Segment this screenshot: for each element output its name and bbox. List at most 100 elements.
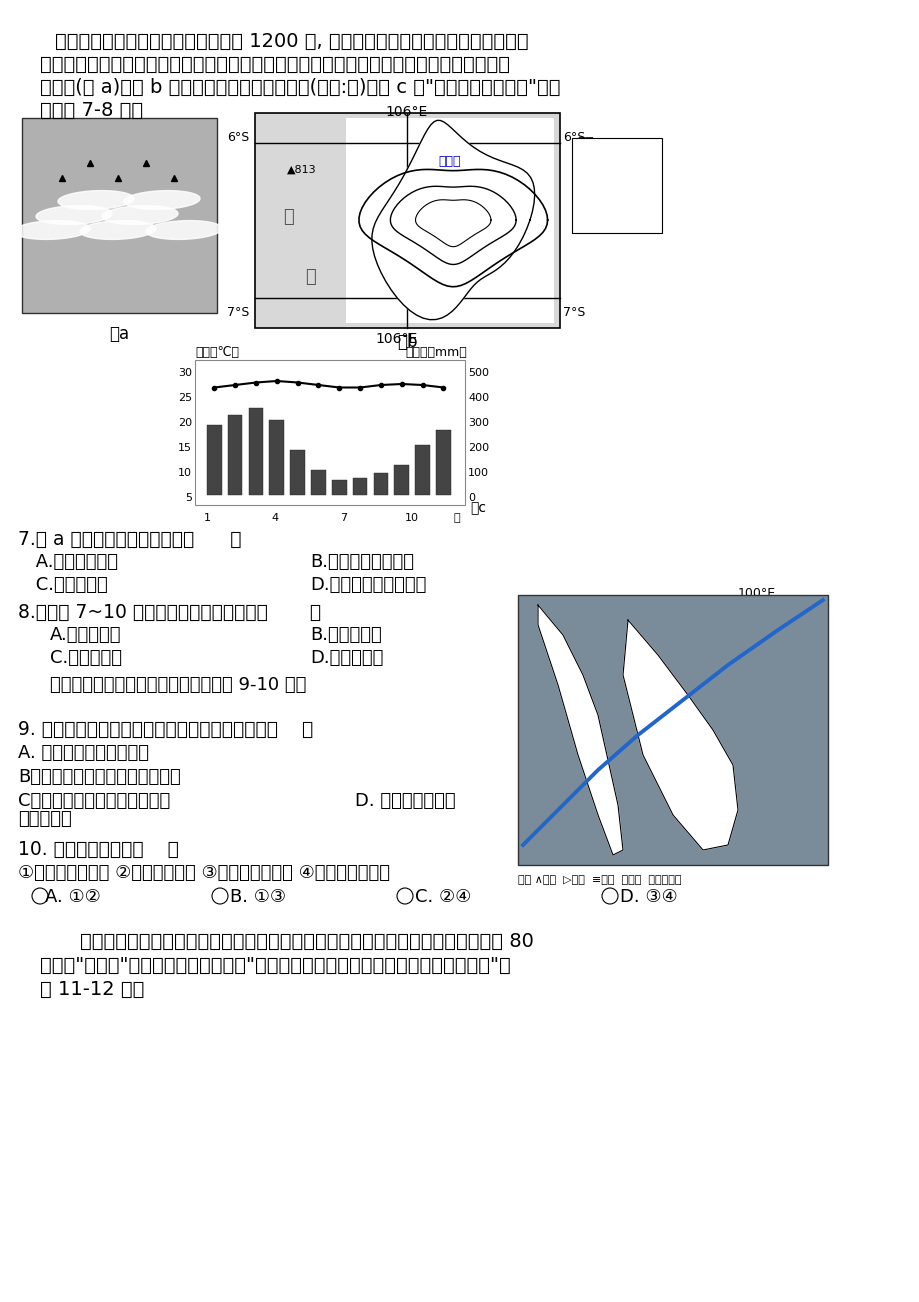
Bar [353, 478, 367, 495]
Text: 15: 15 [177, 443, 192, 453]
Text: B．岛屿东侧受海浪影响多于西侧: B．岛屿东侧受海浪影响多于西侧 [18, 768, 180, 786]
Text: 马六甲海峡: 马六甲海峡 [632, 743, 665, 753]
Text: 7: 7 [339, 513, 346, 523]
Text: 200: 200 [468, 443, 489, 453]
Text: 度: 度 [526, 753, 538, 772]
Text: 雅加达: 雅加达 [437, 155, 460, 168]
Text: 成 11-12 题。: 成 11-12 题。 [40, 980, 144, 999]
Text: D.受寒流影响: D.受寒流影响 [310, 648, 383, 667]
Text: ▲ 火山: ▲ 火山 [575, 154, 604, 167]
Text: 400: 400 [468, 393, 489, 404]
Polygon shape [622, 620, 737, 850]
Text: A.受高压控制: A.受高压控制 [50, 626, 121, 644]
Text: A.降水总量不足: A.降水总量不足 [30, 553, 118, 572]
Text: 0: 0 [468, 493, 474, 503]
Text: 洋: 洋 [305, 268, 315, 286]
Bar [248, 408, 263, 495]
Bar [311, 470, 325, 495]
Text: ▲813: ▲813 [287, 165, 316, 174]
Text: 图例 ∧山脉  ▷水域  ≡沼泽  一河流  ＼板块边界: 图例 ∧山脉 ▷水域 ≡沼泽 一河流 ＼板块边界 [517, 875, 681, 885]
Text: 月: 月 [453, 513, 460, 523]
Text: 10: 10 [404, 513, 418, 523]
Text: 300: 300 [468, 418, 489, 428]
Text: 厘米的"蜂巢屋"（下图）。当地居民说"土塔每半年便要修补一次，要不然会溶掉的。"完: 厘米的"蜂巢屋"（下图）。当地居民说"土塔每半年便要修补一次，要不然会溶掉的。"… [40, 956, 510, 975]
Text: 7°S: 7°S [562, 306, 584, 319]
Text: B. ①③: B. ①③ [230, 888, 286, 906]
Polygon shape [102, 206, 177, 224]
Text: 8.雅加达 7~10 月降水较少的主要原因是（       ）: 8.雅加达 7~10 月降水较少的主要原因是（ ） [18, 603, 321, 622]
Text: -300-等高线/m: -300-等高线/m [575, 206, 639, 216]
Text: B.降水季节分配不均: B.降水季节分配不均 [310, 553, 414, 572]
Text: A. ①②: A. ①② [45, 888, 101, 906]
Text: 106°E: 106°E [385, 105, 427, 118]
Text: 某旅行者在下左图地区旅游，发现甲地分布着以泥土混合芧草盖成、圆形墙体厚达 80: 某旅行者在下左图地区旅游，发现甲地分布着以泥土混合芧草盖成、圆形墙体厚达 80 [55, 932, 533, 950]
Text: 6°S: 6°S [562, 132, 584, 145]
Bar [195, 359, 464, 505]
Polygon shape [538, 605, 622, 855]
Text: 降水量（mm）: 降水量（mm） [404, 346, 466, 359]
Text: 妇女每天背着上百个水罐，逆流而上数公里到上游岸边的水井获取饮用水，然后顺水运回村: 妇女每天背着上百个水罐，逆流而上数公里到上游岸边的水井获取饮用水，然后顺水运回村 [40, 55, 509, 74]
Text: 4: 4 [271, 513, 278, 523]
Text: 图b: 图b [396, 333, 417, 352]
Polygon shape [146, 220, 221, 240]
Text: 雅加达是印度尼西亚的首都，人口约 1200 万, 城市问题突出。雅加达周边村庄的一些: 雅加达是印度尼西亚的首都，人口约 1200 万, 城市问题突出。雅加达周边村庄的… [55, 33, 528, 51]
Polygon shape [80, 220, 156, 240]
Text: 10. 图中的板块边界（    ）: 10. 图中的板块边界（ ） [18, 840, 178, 859]
Polygon shape [124, 190, 199, 210]
Text: 9. 有关马六甲海峡及周边地理特征叙述正确的是（    ）: 9. 有关马六甲海峡及周边地理特征叙述正确的是（ ） [18, 720, 312, 740]
Text: 图a: 图a [108, 326, 129, 342]
Text: 平: 平 [767, 650, 779, 669]
Text: 100°E: 100°E [737, 587, 776, 600]
Text: 图c: 图c [470, 501, 485, 516]
Text: 6°S: 6°S [227, 132, 249, 145]
Text: ①宏观地形为海岭 ②张裂作用形成 ③狭长且多陡沟槽 ④东侧为亚欧板块: ①宏观地形为海岭 ②张裂作用形成 ③狭长且多陡沟槽 ④东侧为亚欧板块 [18, 865, 390, 881]
Bar [346, 118, 553, 323]
Bar [414, 445, 429, 495]
Polygon shape [36, 206, 112, 224]
Text: D. 石油货轮向东到: D. 石油货轮向东到 [355, 792, 455, 810]
Bar [22, 118, 217, 312]
Text: 达北美市场: 达北美市场 [18, 810, 72, 828]
Text: C. ②④: C. ②④ [414, 888, 471, 906]
Text: C.信风背风坡: C.信风背风坡 [50, 648, 122, 667]
Bar [269, 421, 284, 495]
Bar [394, 465, 409, 495]
Bar [373, 473, 388, 495]
Text: D. ③④: D. ③④ [619, 888, 677, 906]
Text: 洋: 洋 [526, 781, 538, 799]
Bar [228, 415, 242, 495]
Bar [207, 424, 221, 495]
Text: 印: 印 [526, 725, 538, 743]
Text: 7°S: 7°S [227, 306, 249, 319]
Text: 10: 10 [177, 467, 192, 478]
Text: 气温（℃）: 气温（℃） [195, 346, 239, 359]
Text: 100: 100 [468, 467, 489, 478]
Polygon shape [14, 220, 90, 240]
Text: 0°: 0° [560, 713, 575, 727]
Text: 读马六甲海峡及周边区域示意图，完成 9-10 题。: 读马六甲海峡及周边区域示意图，完成 9-10 题。 [50, 676, 306, 694]
Text: B.受低压控制: B.受低压控制 [310, 626, 381, 644]
Text: 30: 30 [177, 368, 192, 378]
Text: 太: 太 [767, 622, 779, 642]
Text: 庄销售(图 a)。图 b 为爪哇岛局部等高线地形图(单位:米)，图 c 为"雅加达气候资料图"。据: 庄销售(图 a)。图 b 为爪哇岛局部等高线地形图(单位:米)，图 c 为"雅加… [40, 78, 560, 98]
Text: 1: 1 [203, 513, 210, 523]
Bar [572, 138, 662, 233]
Text: C．地处赤道无风带，风平浪静: C．地处赤道无风带，风平浪静 [18, 792, 170, 810]
Bar [255, 113, 560, 328]
Bar [332, 480, 346, 495]
Bar [436, 430, 450, 495]
Text: 海: 海 [283, 208, 293, 227]
Text: 5: 5 [185, 493, 192, 503]
Text: 此完成 7-8 题。: 此完成 7-8 题。 [40, 102, 143, 120]
Text: D.居民习惯饮用矿泉水: D.居民习惯饮用矿泉水 [310, 575, 425, 594]
Polygon shape [58, 190, 134, 210]
Polygon shape [371, 120, 534, 320]
Text: 25: 25 [177, 393, 192, 404]
Text: 洋: 洋 [767, 677, 779, 697]
Bar [517, 595, 827, 865]
Text: 20: 20 [177, 418, 192, 428]
Bar [290, 450, 304, 495]
Text: ⊙ 城镇: ⊙ 城镇 [575, 171, 605, 184]
Text: C.水污染严重: C.水污染严重 [30, 575, 108, 594]
Text: 106°E: 106°E [376, 332, 417, 346]
